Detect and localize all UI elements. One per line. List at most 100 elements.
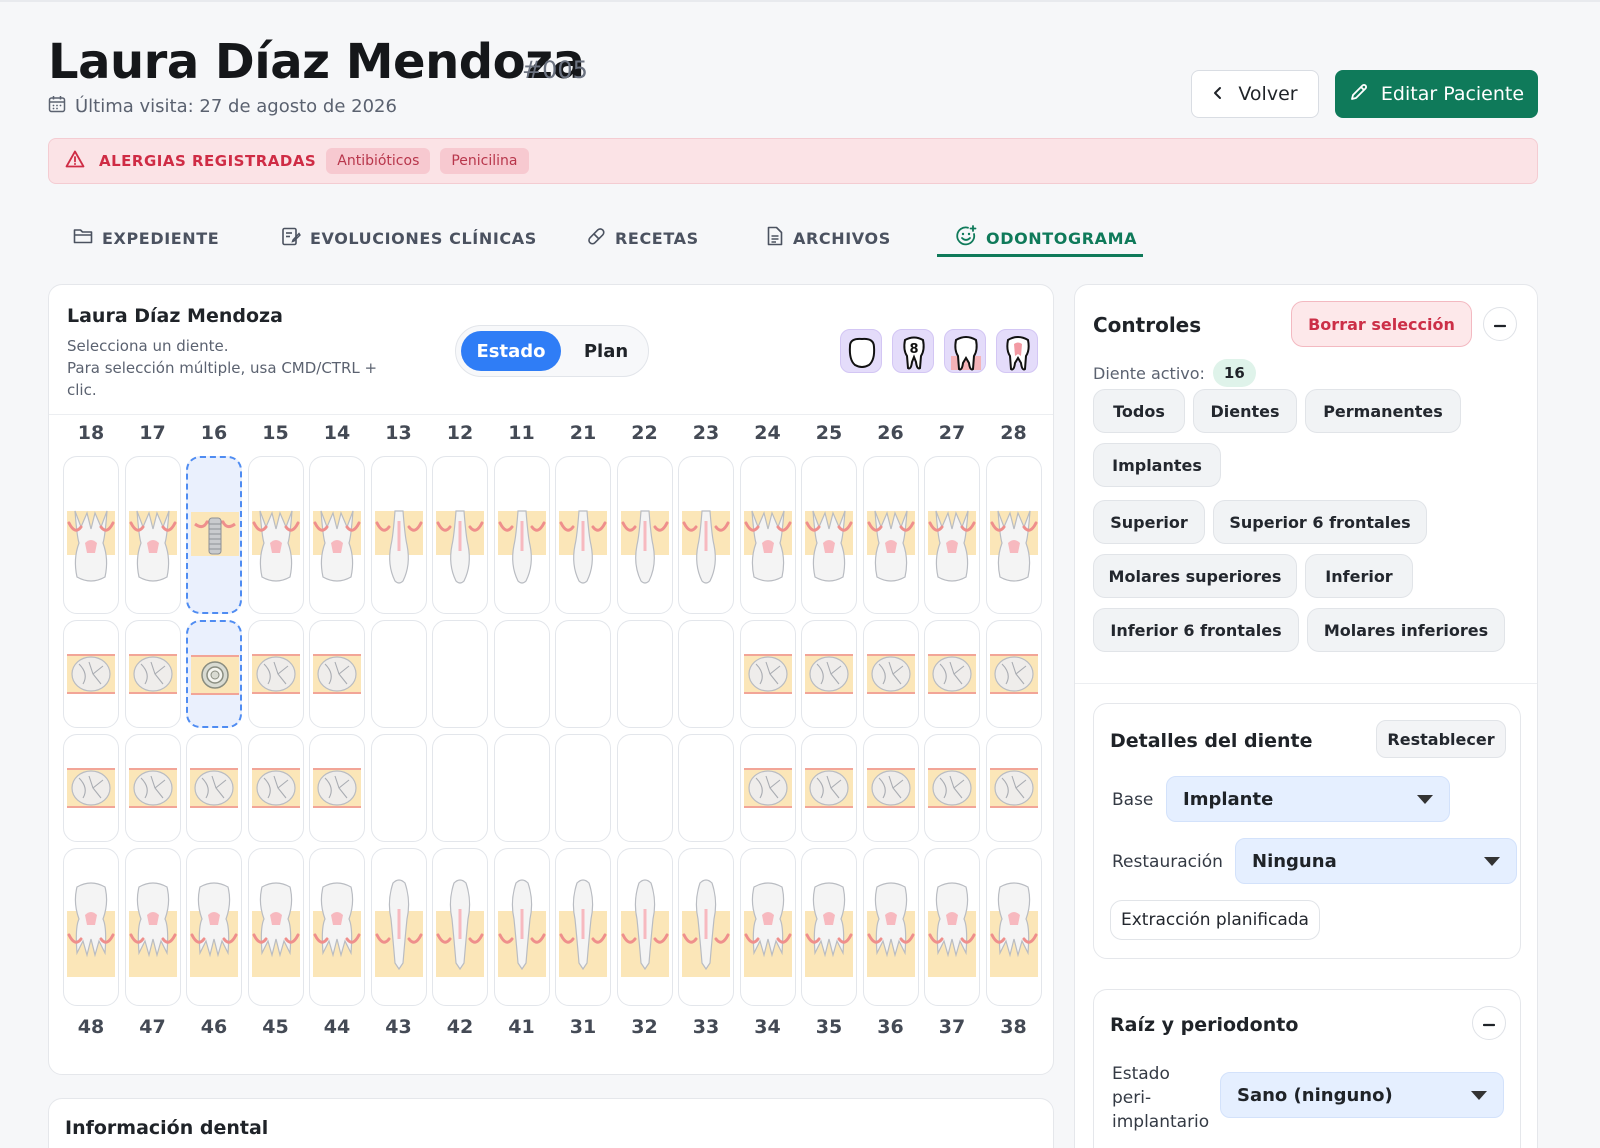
tooth-11-crown[interactable] [493, 456, 550, 614]
tooth-24-occlusal[interactable] [739, 620, 796, 728]
tooth-48-crown[interactable] [63, 848, 119, 1006]
filter-dientes[interactable]: Dientes [1193, 389, 1297, 433]
tooth-21-occlusal[interactable] [555, 620, 611, 728]
tooth-12-occlusal[interactable] [432, 620, 488, 728]
tooth-15-crown[interactable] [247, 456, 304, 614]
tooth-21-crown[interactable] [555, 456, 611, 614]
tooth-side-view [805, 882, 853, 977]
tooth-16-occlusal[interactable] [186, 620, 242, 728]
tab-archivos[interactable]: ARCHIVOS [766, 214, 891, 262]
tooth-23-crown[interactable] [678, 456, 734, 614]
tooth-15-occlusal[interactable] [247, 620, 304, 728]
tooth-38-occlusal[interactable] [985, 734, 1042, 842]
edit-patient-button[interactable]: Editar Paciente [1335, 70, 1538, 118]
tooth-44-occlusal[interactable] [309, 734, 365, 842]
tooth-42-crown[interactable] [432, 848, 488, 1006]
tooth-43-occlusal[interactable] [370, 734, 427, 842]
tooth-13-crown[interactable] [370, 456, 427, 614]
tooth-27-crown[interactable] [924, 456, 980, 614]
tooth-14-occlusal[interactable] [309, 620, 365, 728]
filter-implantes[interactable]: Implantes [1093, 443, 1221, 487]
tooth-25-crown[interactable] [801, 456, 857, 614]
collapse-root-button[interactable] [1472, 1006, 1506, 1040]
base-select[interactable]: Implante [1166, 776, 1450, 822]
tooth-45-crown[interactable] [247, 848, 304, 1006]
tooth-38-crown[interactable] [985, 848, 1042, 1006]
filter-superior[interactable]: Superior [1093, 500, 1205, 544]
tooth-34-crown[interactable] [739, 848, 796, 1006]
tooth-12-crown[interactable] [432, 456, 488, 614]
tooth-44-crown[interactable] [309, 848, 365, 1006]
legend-tooth-gum-icon[interactable] [944, 329, 986, 373]
tooth-24-crown[interactable] [739, 456, 796, 614]
restoration-select[interactable]: Ninguna [1235, 838, 1517, 884]
legend-tooth-root-icon[interactable] [996, 329, 1038, 373]
tooth-26-occlusal[interactable] [862, 620, 919, 728]
tooth-31-occlusal[interactable] [555, 734, 611, 842]
tooth-37-crown[interactable] [924, 848, 980, 1006]
filter-inferior-6-frontales[interactable]: Inferior 6 frontales [1093, 608, 1299, 652]
tooth-22-crown[interactable] [616, 456, 673, 614]
mode-plan-button[interactable]: Plan [583, 340, 629, 362]
tooth-26-crown[interactable] [862, 456, 919, 614]
tooth-side-view [67, 882, 115, 977]
tooth-47-occlusal[interactable] [124, 734, 181, 842]
tooth-37-occlusal[interactable] [924, 734, 980, 842]
tooth-17-occlusal[interactable] [124, 620, 181, 728]
back-button[interactable]: Volver [1191, 70, 1319, 118]
tooth-33-occlusal[interactable] [678, 734, 734, 842]
tooth-27-occlusal[interactable] [924, 620, 980, 728]
tooth-13-occlusal[interactable] [370, 620, 427, 728]
tooth-41-crown[interactable] [493, 848, 550, 1006]
tooth-36-occlusal[interactable] [862, 734, 919, 842]
filter-permanentes[interactable]: Permanentes [1305, 389, 1461, 433]
tooth-17-crown[interactable] [124, 456, 181, 614]
tooth-11-occlusal[interactable] [493, 620, 550, 728]
tooth-45-occlusal[interactable] [247, 734, 304, 842]
tooth-46-crown[interactable] [186, 848, 242, 1006]
tab-odontograma[interactable]: ODONTOGRAMA [955, 214, 1137, 262]
planned-extraction-toggle[interactable]: Extracción planificada [1110, 900, 1320, 940]
tooth-22-occlusal[interactable] [616, 620, 673, 728]
tooth-34-occlusal[interactable] [739, 734, 796, 842]
filter-molares-superiores[interactable]: Molares superiores [1093, 554, 1297, 598]
tooth-32-occlusal[interactable] [616, 734, 673, 842]
peri-implant-state-select[interactable]: Sano (ninguno) [1220, 1072, 1504, 1118]
tooth-16-crown[interactable] [186, 456, 242, 614]
tooth-number: 37 [938, 1016, 966, 1038]
reset-button[interactable]: Restablecer [1376, 720, 1506, 758]
legend-occlusal-icon[interactable] [840, 329, 882, 373]
tooth-25-occlusal[interactable] [801, 620, 857, 728]
tooth-42-occlusal[interactable] [432, 734, 488, 842]
tooth-31-crown[interactable] [555, 848, 611, 1006]
tab-evoluciones[interactable]: EVOLUCIONES CLÍNICAS [281, 214, 537, 262]
tooth-35-occlusal[interactable] [801, 734, 857, 842]
mode-estado-button[interactable]: Estado [461, 331, 561, 371]
tooth-occlusal-view [928, 654, 976, 694]
tab-recetas[interactable]: RECETAS [586, 214, 699, 262]
tooth-46-occlusal[interactable] [186, 734, 242, 842]
filter-molares-inferiores[interactable]: Molares inferiores [1307, 608, 1505, 652]
tooth-36-crown[interactable] [862, 848, 919, 1006]
tooth-23-occlusal[interactable] [678, 620, 734, 728]
tooth-18-crown[interactable] [63, 456, 119, 614]
tooth-side-view [559, 879, 607, 977]
tooth-18-occlusal[interactable] [63, 620, 119, 728]
tooth-48-occlusal[interactable] [63, 734, 119, 842]
tooth-47-crown[interactable] [124, 848, 181, 1006]
filter-inferior[interactable]: Inferior [1305, 554, 1413, 598]
filter-superior-6-frontales[interactable]: Superior 6 frontales [1213, 500, 1427, 544]
tooth-41-occlusal[interactable] [493, 734, 550, 842]
tab-expediente[interactable]: EXPEDIENTE [73, 214, 219, 262]
tooth-32-crown[interactable] [616, 848, 673, 1006]
filter-todos[interactable]: Todos [1093, 389, 1185, 433]
collapse-controls-button[interactable] [1483, 307, 1517, 341]
tooth-35-crown[interactable] [801, 848, 857, 1006]
clear-selection-button[interactable]: Borrar selección [1291, 301, 1472, 347]
tooth-28-occlusal[interactable] [985, 620, 1042, 728]
tooth-28-crown[interactable] [985, 456, 1042, 614]
legend-numbered-tooth-icon[interactable]: 8 [892, 329, 934, 373]
tooth-14-crown[interactable] [309, 456, 365, 614]
tooth-43-crown[interactable] [370, 848, 427, 1006]
tooth-33-crown[interactable] [678, 848, 734, 1006]
